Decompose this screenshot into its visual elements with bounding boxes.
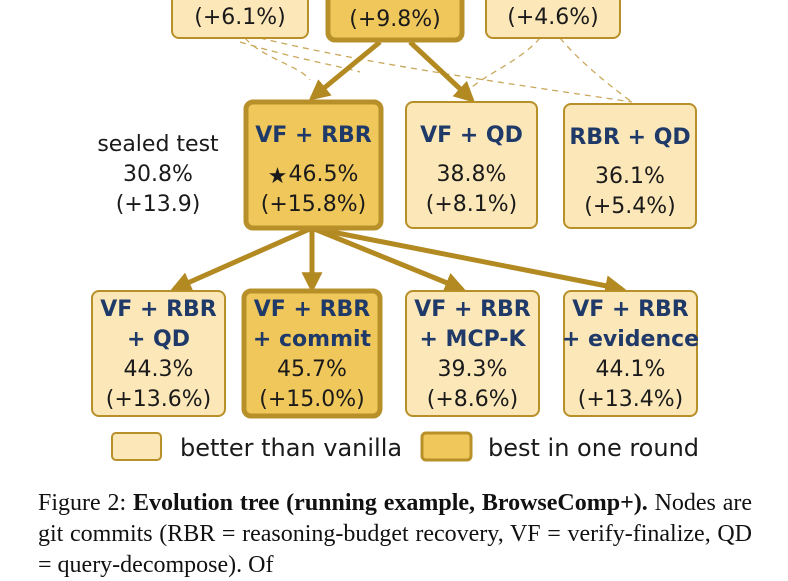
node-title: VF + RBR: [254, 297, 371, 322]
dashed-link-3: [461, 37, 541, 97]
node-title: VF + QD: [420, 123, 523, 148]
caption-body: Nodes are git commits (RBR = reasoning-b…: [38, 490, 753, 578]
side-note-delta: (+13.9): [116, 192, 201, 217]
dashed-link-4: [559, 37, 633, 103]
node-b3: VF + RBR + MCP-K 39.3% (+8.6%): [405, 290, 540, 417]
node-value: 46.5%: [289, 162, 359, 187]
node-delta: (+8.1%): [426, 192, 518, 217]
legend-better-swatch: [111, 432, 162, 461]
node-delta: (+13.6%): [106, 387, 212, 412]
edge-m1-b4: [311, 225, 627, 297]
node-title: VF + RBR: [414, 297, 531, 322]
node-box: [563, 290, 698, 417]
node-t2: (+9.8%): [325, 0, 465, 43]
node-delta: (+15.8%): [261, 192, 367, 217]
node-box: [563, 103, 697, 229]
node-t1: (+6.1%): [171, 0, 309, 39]
node-value: 36.1%: [595, 164, 665, 189]
dashed-link-group: [239, 37, 633, 103]
edge-m1-b3: [311, 225, 466, 293]
node-b1: VF + RBR + QD 44.3% (+13.6%): [91, 290, 226, 417]
node-box: [241, 288, 383, 419]
node-title: VF + RBR: [100, 297, 217, 322]
node-value: 45.7%: [277, 357, 347, 382]
node-delta: (+8.6%): [427, 387, 519, 412]
node-text-line: (+9.8%): [349, 7, 441, 32]
node-title: + commit: [253, 327, 372, 352]
node-delta: (+13.4%): [578, 387, 684, 412]
node-box: [485, 0, 621, 39]
node-box: [171, 0, 309, 39]
node-title: VF + RBR: [255, 123, 372, 148]
legend-better-label: better than vanilla: [180, 434, 402, 462]
node-m3: RBR + QD 36.1% (+5.4%): [563, 103, 697, 229]
node-box: [243, 99, 384, 231]
node-m2: VF + QD 38.8% (+8.1%): [405, 101, 538, 229]
node-box: [91, 290, 226, 417]
caption-bold-title: Evolution tree (running example, BrowseC…: [132, 490, 648, 516]
node-delta: (+5.4%): [584, 194, 676, 219]
edge-t2-m2: [408, 40, 476, 103]
legend: better than vanilla best in one round: [111, 431, 699, 462]
node-title: VF + RBR: [572, 297, 689, 322]
node-title: + QD: [127, 327, 190, 352]
legend-best-label: best in one round: [488, 434, 699, 462]
node-value: 39.3%: [438, 357, 508, 382]
dashed-link-1: [244, 37, 311, 81]
node-value: 44.1%: [596, 357, 666, 382]
side-note: sealed test 30.8% (+13.9): [97, 132, 219, 217]
best-star-icon: ★: [268, 164, 288, 189]
caption-figure-label: Figure 2:: [38, 490, 127, 516]
node-text-line: (+4.6%): [507, 5, 599, 30]
node-delta: (+15.0%): [259, 387, 365, 412]
node-b2: VF + RBR + commit 45.7% (+15.0%): [241, 288, 383, 419]
node-title: RBR + QD: [569, 125, 690, 150]
dashed-link-5: [239, 41, 361, 73]
edge-m1-b1: [170, 225, 314, 292]
node-box: [405, 290, 540, 417]
tree-node-group: (+6.1%) (+9.8%) (+4.6%) VF + RBR ★ 46.5% (+15.…: [91, 0, 699, 419]
figure-caption: Figure 2: Evolution tree (running exampl…: [38, 488, 752, 581]
legend-best-swatch: [420, 431, 473, 462]
node-text-line: (+6.1%): [194, 5, 286, 30]
node-title: + evidence: [562, 327, 699, 352]
node-m1: VF + RBR ★ 46.5% (+15.8%): [243, 99, 384, 231]
dashed-link-2: [259, 37, 633, 103]
evolution-tree-diagram: (+6.1%) (+9.8%) (+4.6%) VF + RBR ★ 46.5% (+15.…: [91, 0, 699, 462]
node-b4: VF + RBR + evidence 44.1% (+13.4%): [562, 290, 699, 417]
edge-t2-m1: [308, 40, 382, 101]
side-note-value: 30.8%: [123, 162, 193, 187]
node-value: 44.3%: [124, 357, 194, 382]
tree-edge-group: [170, 40, 627, 297]
node-box: [325, 0, 465, 43]
node-title: + MCP-K: [419, 327, 526, 352]
side-note-label: sealed test: [97, 132, 219, 157]
node-value: 38.8%: [437, 162, 507, 187]
node-box: [405, 101, 538, 229]
node-t3: (+4.6%): [485, 0, 621, 39]
